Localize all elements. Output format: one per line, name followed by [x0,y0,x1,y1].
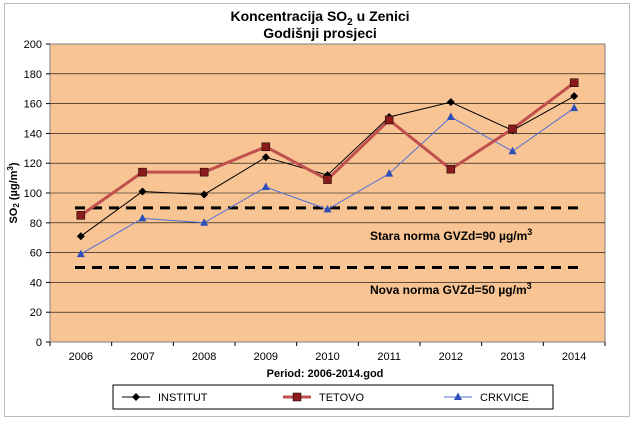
data-point-tetovo [199,167,209,177]
data-point-institut [570,92,579,101]
chart-title-line1: Koncentracija SO2 u Zenici [230,8,409,28]
data-point-institut [261,153,270,162]
data-point-crkvice [323,204,332,213]
y-tick-label: 160 [24,99,42,111]
reference-lines: Stara norma GVZd=90 µg/m3 Nova norma GVZd… [75,206,580,297]
x-axis-ticks: 2006 2007 2008 2009 2010 2011 2012 2013 2014 [49,342,606,363]
y-tick-label: 0 [36,337,42,349]
data-point-tetovo [138,167,147,177]
data-point-crkvice [261,182,270,191]
data-point-tetovo [76,211,86,220]
data-point-tetovo [569,78,579,87]
x-tick-label: 2008 [192,351,216,363]
y-tick-label: 120 [24,158,42,170]
x-tick-label: 2014 [562,351,586,363]
data-point-crkvice [138,213,147,222]
y-tick-label: 180 [24,69,42,81]
data-point-institut [446,98,455,107]
data-point-tetovo [261,142,271,152]
legend-label: INSTITUT [158,392,208,404]
x-tick-label: 2011 [377,351,401,363]
series-group [76,78,579,258]
y-tick-label: 140 [24,128,42,140]
y-tick-label: 80 [30,218,42,230]
y-axis-label: SO2 (µg/m3) [6,162,21,223]
legend-marker [132,393,140,401]
data-point-crkvice [200,218,209,226]
chart-title-line2: Godišnji prosjeci [263,25,377,41]
reference-line-label: Stara norma GVZd=90 µg/m3 [370,227,532,243]
x-axis-label: Period: 2006-2014.god [267,368,384,380]
y-tick-label: 40 [30,277,42,289]
data-point-crkvice [446,112,455,121]
reference-line-label: Nova norma GVZd=50 µg/m3 [370,281,532,297]
legend-label: TETOVO [319,392,364,404]
data-point-tetovo [323,175,332,184]
y-tick-label: 100 [24,188,42,200]
legend-marker [292,392,302,402]
x-tick-label: 2006 [69,351,93,363]
data-point-institut [76,232,85,241]
x-tick-label: 2010 [315,351,339,363]
legend-label: CRKVICE [480,392,529,404]
data-point-crkvice [76,249,85,258]
data-point-tetovo [508,124,517,134]
y-axis-ticks: 0 20 40 60 80 100 120 140 160 180 200 [24,39,50,349]
data-point-tetovo [446,164,456,174]
data-point-institut [138,187,147,196]
x-tick-label: 2012 [439,351,463,363]
y-tick-label: 60 [30,248,42,260]
data-point-crkvice [570,103,579,112]
data-point-tetovo [384,115,394,125]
legend: INSTITUT TETOVO CRKVICE [122,392,529,404]
data-point-crkvice [385,169,394,177]
data-point-institut [200,190,209,199]
data-point-crkvice [508,146,517,155]
legend-box [112,384,554,410]
y-tick-label: 20 [30,307,42,319]
x-tick-label: 2007 [130,351,154,363]
legend-marker [454,392,462,400]
x-tick-label: 2009 [254,351,278,363]
y-tick-label: 200 [24,39,42,51]
x-tick-label: 2013 [500,351,524,363]
